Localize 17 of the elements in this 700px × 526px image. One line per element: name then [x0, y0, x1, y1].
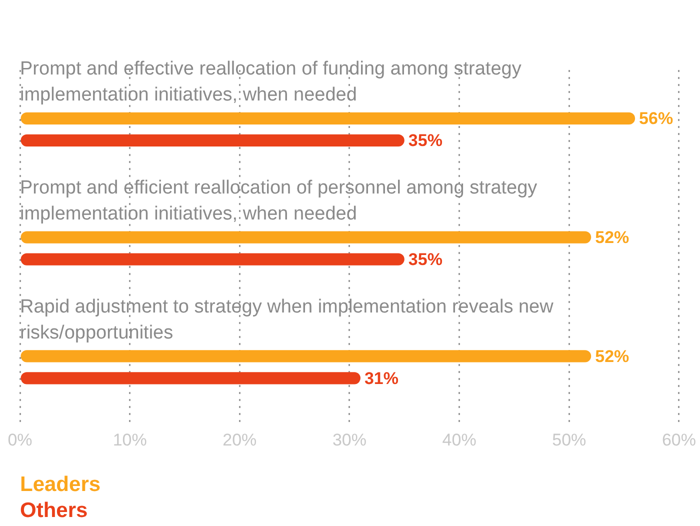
bar — [20, 350, 592, 362]
bar — [20, 231, 592, 244]
data-label: 56% — [639, 109, 674, 128]
bar — [20, 253, 404, 266]
data-label: 31% — [364, 368, 399, 388]
bar — [20, 372, 360, 384]
data-label: 52% — [595, 228, 630, 247]
data-label: 35% — [408, 250, 442, 269]
y-tick-label: Prompt and effective reallocation of funding among strategy implementation initiatives, when needed — [20, 58, 522, 106]
y-tick-label: Prompt and efficient reallocation of personnel among strategy implementation initiatives, when needed — [20, 178, 538, 225]
y-tick-label: Rapid adjustment to strategy when implementation reveals new risks/opportunities — [20, 296, 554, 344]
text: Others — [20, 498, 89, 524]
data-label: 52% — [595, 346, 630, 366]
text: Leaders — [20, 472, 101, 498]
bar — [20, 112, 636, 124]
data-label: 35% — [408, 131, 442, 150]
bar — [20, 134, 404, 146]
